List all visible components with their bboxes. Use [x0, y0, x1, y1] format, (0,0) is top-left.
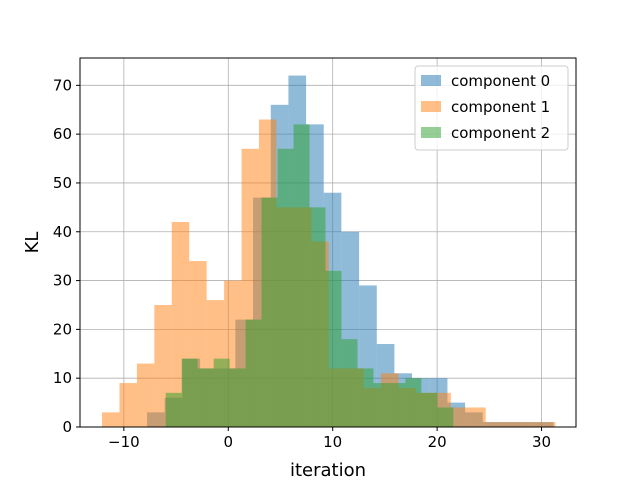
histogram-bar — [261, 197, 278, 427]
x-tick-label: 10 — [323, 433, 342, 451]
y-axis-label: KL — [22, 232, 43, 254]
series-2 — [165, 124, 454, 428]
histogram-bar — [389, 383, 406, 427]
legend-swatch — [421, 127, 441, 138]
legend-swatch — [421, 75, 441, 86]
histogram-bar — [229, 368, 246, 427]
histogram-bar — [421, 392, 438, 427]
plot-frame — [79, 57, 577, 428]
axis-ticks: −10 0 10 20 30 0 10 20 30 40 50 60 70 — [53, 76, 551, 451]
y-tick-label: 30 — [53, 272, 72, 290]
y-tick-label: 10 — [53, 369, 72, 387]
histogram-bar — [165, 392, 182, 427]
histogram-bar — [325, 270, 342, 427]
x-tick-label: 0 — [224, 433, 234, 451]
histogram-bar — [405, 378, 422, 427]
legend-label: component 0 — [451, 72, 550, 90]
histogram-bars — [102, 75, 556, 428]
y-tick-label: 40 — [53, 223, 72, 241]
legend-label: component 1 — [451, 98, 550, 116]
histogram-bar — [341, 339, 358, 427]
legend: component 0 component 1 component 2 — [414, 65, 569, 151]
x-tick-label: 20 — [428, 433, 447, 451]
y-tick-label: 60 — [53, 125, 72, 143]
histogram-bar — [373, 383, 390, 427]
histogram-bar — [468, 407, 486, 427]
histogram-bar — [213, 358, 230, 427]
y-tick-label: 70 — [53, 76, 72, 94]
legend-box — [414, 65, 569, 151]
histogram-bar — [136, 363, 155, 427]
x-axis-label: iteration — [290, 460, 366, 480]
histogram-bar — [293, 124, 310, 427]
histogram-bar — [309, 207, 326, 427]
legend-label: component 2 — [451, 124, 550, 142]
histogram-bar — [450, 407, 469, 427]
histogram-bar — [520, 422, 538, 427]
histogram-bar — [102, 412, 120, 427]
legend-swatch — [421, 101, 441, 112]
histogram-bar — [245, 319, 262, 427]
y-tick-label: 50 — [53, 174, 72, 192]
y-tick-label: 0 — [62, 418, 72, 436]
x-tick-label: −10 — [108, 433, 140, 451]
histogram-bar — [503, 422, 521, 427]
histogram-bar — [181, 358, 198, 427]
histogram-bar — [485, 422, 504, 427]
histogram-bar — [437, 407, 454, 427]
histogram-bar — [277, 148, 294, 428]
histogram-bar — [357, 368, 374, 427]
histogram-bar — [197, 368, 214, 427]
histogram-bar — [537, 422, 556, 427]
y-tick-label: 20 — [53, 320, 72, 338]
x-tick-label: 30 — [532, 433, 551, 451]
histogram-bar — [119, 383, 137, 427]
